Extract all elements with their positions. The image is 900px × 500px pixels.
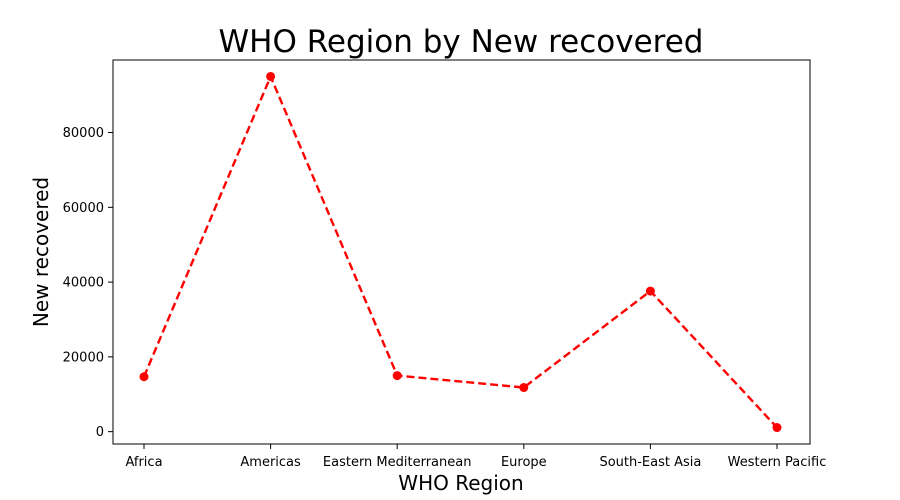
x-tick-label: Eastern Mediterranean: [323, 455, 472, 470]
x-tick-label: Americas: [240, 455, 301, 470]
data-point: [392, 371, 402, 381]
y-tick-label: 20000: [63, 350, 104, 365]
x-tick-label: South-East Asia: [599, 455, 701, 470]
x-tick-label: Europe: [501, 455, 547, 470]
y-tick-label: 80000: [63, 126, 104, 141]
plot-area-frame: [112, 59, 811, 445]
data-point: [266, 71, 276, 81]
y-axis: 0 20000 40000 60000 80000: [63, 126, 113, 440]
x-tick-label: Africa: [125, 455, 162, 470]
x-axis: Africa Americas Eastern Mediterranean Europ…: [125, 444, 826, 470]
data-point: [519, 383, 529, 393]
y-tick-label: 0: [96, 425, 104, 440]
data-point: [139, 372, 149, 382]
data-point: [645, 286, 655, 296]
chart-title: WHO Region by New recovered: [219, 24, 704, 60]
y-axis-label: New recovered: [29, 177, 53, 327]
x-tick-label: Western Pacific: [728, 455, 827, 470]
y-tick-label: 40000: [63, 276, 104, 291]
data-point: [772, 423, 782, 433]
y-tick-label: 60000: [63, 201, 104, 216]
x-axis-label: WHO Region: [398, 471, 523, 495]
series-layer: [139, 71, 782, 433]
series-line: [142, 75, 778, 429]
